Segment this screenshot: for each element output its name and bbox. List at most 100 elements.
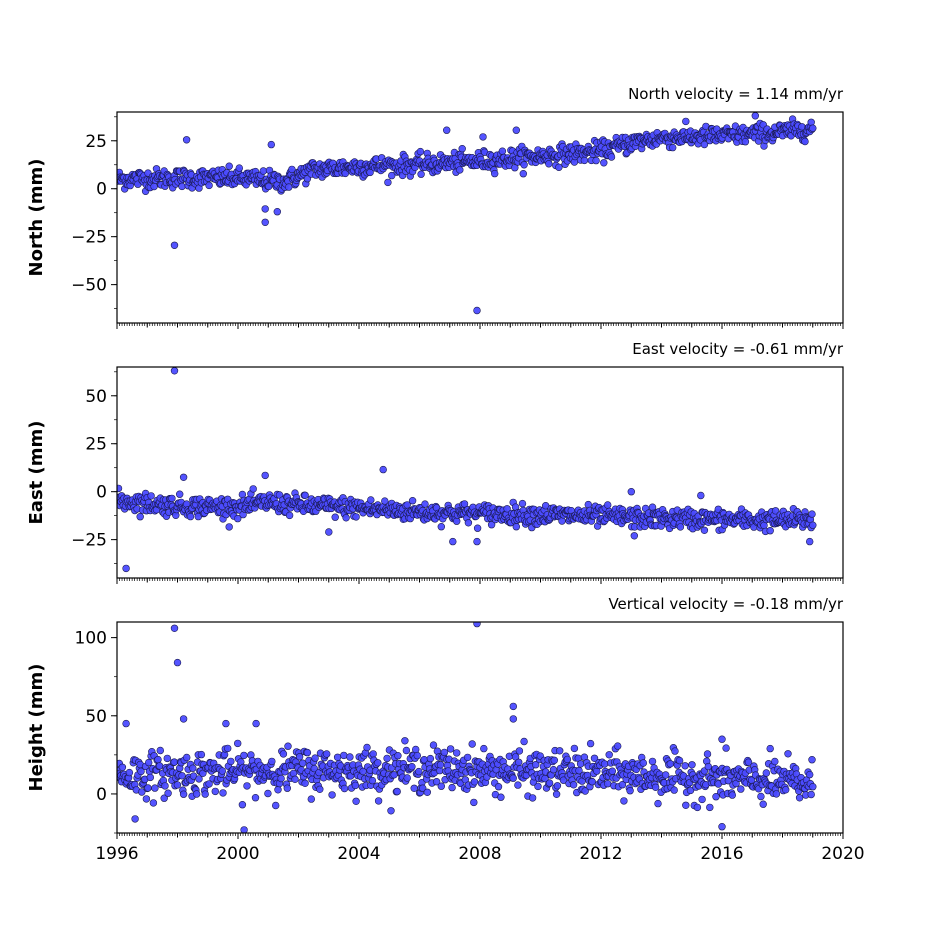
north-point [416,147,425,156]
height-point [310,764,318,773]
height-point [402,746,411,755]
height-point [514,758,523,766]
north-point [801,137,809,146]
height-point [219,789,227,797]
panel-east: −25 0 25 50 East (mm) East velocity = -0.61 m… [26,340,844,584]
north-point [545,160,553,168]
height-point [303,748,312,757]
north-point [809,124,817,132]
height-point [393,787,401,796]
east-outlier-point [170,367,179,375]
east-axes-frame [116,366,844,579]
north-ylabel: North (mm) [26,159,47,277]
panel-north: −50 −25 0 25 North (mm) North velocity = 1.14… [26,85,844,329]
height-outlier-point [170,624,179,632]
east-point [771,507,780,515]
east-point [809,521,817,529]
x-tick-label: 2008 [458,844,501,864]
height-point [626,786,634,795]
east-point [453,517,461,525]
height-point [264,789,272,798]
height-point [189,764,197,772]
height-point [211,787,220,796]
height-point [193,790,201,798]
height-point [563,755,572,764]
north-point [456,166,464,174]
height-point [340,751,348,760]
height-point [156,746,165,755]
height-point [528,794,537,802]
height-point [423,788,431,796]
north-point [607,153,616,161]
height-point [569,781,578,789]
height-point [218,767,227,775]
north-point [259,167,267,175]
height-point [301,779,309,787]
height-point [238,800,247,809]
height-point [369,750,377,758]
north-outlier-point [182,136,191,144]
north-outlier-point [261,205,269,213]
east-point [676,523,685,531]
height-point [807,790,815,799]
height-point [553,782,562,790]
height-point [346,753,354,761]
height-point [670,786,678,794]
north-outlier-point [479,133,487,141]
height-point [613,742,622,750]
east-point [558,517,566,525]
height-point [576,760,585,768]
height-point [161,782,169,790]
height-outlier-point [240,826,248,833]
height-point [316,785,324,793]
height-point [394,751,402,760]
height-point [283,784,291,792]
east-point [136,512,144,521]
height-point [722,744,730,752]
height-points [117,622,817,833]
height-point [195,775,203,783]
height-point [178,772,186,780]
height-point [682,801,690,809]
height-point [323,750,331,758]
height-point [651,783,660,791]
height-point [268,757,276,766]
east-outlier-point [179,473,188,481]
height-point [179,790,188,798]
east-point [234,514,242,523]
east-outlier-point [325,528,333,536]
height-point [154,755,162,764]
height-point [299,759,307,767]
height-point [363,743,371,752]
east-points [117,367,817,573]
height-point [453,749,461,757]
north-point [519,170,527,178]
height-point [590,754,599,762]
y-tick-label: 100 [75,629,107,649]
height-point [240,751,248,760]
east-point [342,514,350,522]
north-point [668,143,677,152]
height-point [809,782,817,791]
height-point [737,785,745,793]
y-tick-label: 0 [96,785,107,805]
height-point [795,794,804,802]
y-tick-label: −25 [71,531,107,551]
x-tick-label: 2000 [216,844,259,864]
height-point [390,771,398,779]
east-point [381,497,389,505]
y-tick-label: 25 [85,132,107,152]
x-tick-label: 2016 [700,844,743,864]
y-tick-label: 50 [85,707,107,727]
height-point [412,745,420,754]
east-point [186,512,195,521]
height-point [463,753,472,762]
height-point [279,750,288,758]
height-point [581,787,589,795]
height-point [693,803,702,812]
height-point [419,784,427,792]
height-point [383,754,391,763]
east-point [503,505,511,513]
y-tick-label: 0 [96,483,107,503]
east-velocity-label: East velocity = -0.61 mm/yr [632,340,844,358]
